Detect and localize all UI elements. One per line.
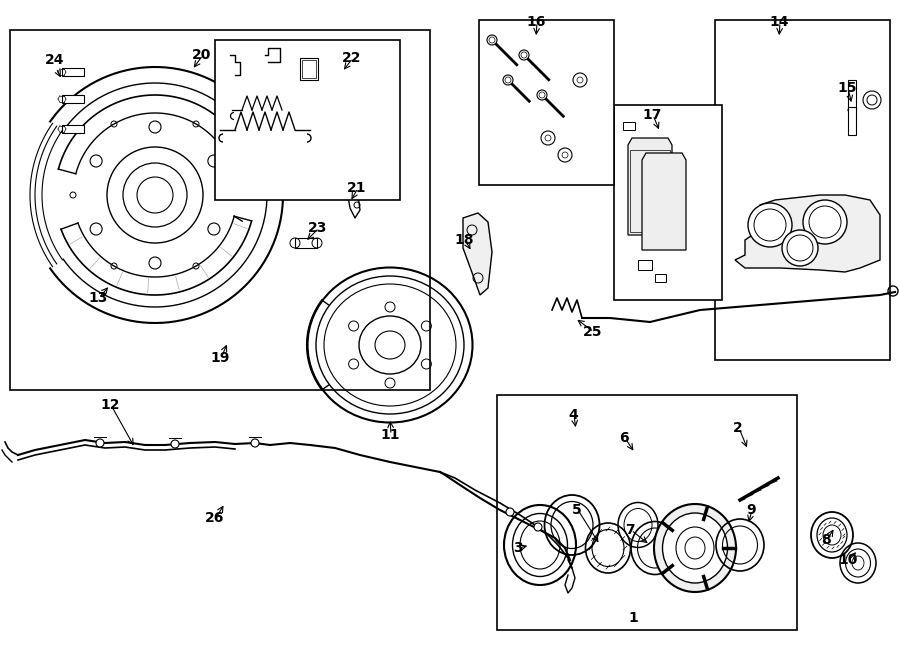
Polygon shape bbox=[628, 138, 672, 235]
Text: 8: 8 bbox=[821, 533, 831, 547]
Circle shape bbox=[96, 439, 104, 447]
Bar bbox=[638, 260, 652, 270]
Text: 6: 6 bbox=[619, 431, 629, 445]
Circle shape bbox=[506, 508, 514, 516]
Text: 11: 11 bbox=[380, 428, 400, 442]
Circle shape bbox=[503, 75, 513, 85]
Bar bbox=[300, 58, 318, 80]
Text: 1: 1 bbox=[628, 611, 638, 625]
Bar bbox=[62, 95, 84, 103]
Bar bbox=[497, 395, 797, 630]
Circle shape bbox=[748, 203, 792, 247]
Text: 17: 17 bbox=[643, 108, 662, 122]
Circle shape bbox=[782, 230, 818, 266]
Ellipse shape bbox=[654, 504, 736, 592]
Text: 3: 3 bbox=[513, 541, 523, 555]
Text: 22: 22 bbox=[342, 51, 362, 65]
Bar bbox=[338, 63, 352, 75]
Circle shape bbox=[803, 200, 847, 244]
Circle shape bbox=[537, 90, 547, 100]
Bar bbox=[295, 238, 317, 248]
Circle shape bbox=[171, 440, 179, 448]
Bar bbox=[623, 122, 635, 130]
Bar bbox=[302, 60, 316, 78]
Circle shape bbox=[251, 439, 259, 447]
Bar bbox=[479, 20, 614, 185]
Bar bbox=[715, 20, 890, 360]
Text: 10: 10 bbox=[838, 553, 858, 567]
Text: 9: 9 bbox=[746, 503, 756, 517]
Text: 19: 19 bbox=[211, 351, 230, 365]
Text: 7: 7 bbox=[626, 523, 634, 537]
Circle shape bbox=[519, 50, 529, 60]
Text: 4: 4 bbox=[568, 408, 578, 422]
Text: 18: 18 bbox=[454, 233, 473, 247]
Bar bbox=[62, 68, 84, 76]
Text: 13: 13 bbox=[88, 291, 108, 305]
Bar bbox=[215, 40, 400, 200]
Polygon shape bbox=[735, 195, 880, 272]
Text: 21: 21 bbox=[347, 181, 367, 195]
Circle shape bbox=[487, 35, 497, 45]
Text: 12: 12 bbox=[100, 398, 120, 412]
Ellipse shape bbox=[662, 513, 727, 583]
Polygon shape bbox=[642, 153, 686, 250]
Text: 15: 15 bbox=[837, 81, 857, 95]
Text: 25: 25 bbox=[583, 325, 603, 339]
Bar bbox=[848, 107, 856, 135]
Text: 16: 16 bbox=[526, 15, 545, 29]
Bar bbox=[655, 274, 666, 282]
Bar bbox=[614, 105, 722, 300]
Circle shape bbox=[534, 523, 542, 531]
Text: 24: 24 bbox=[45, 53, 65, 67]
Text: 5: 5 bbox=[572, 503, 582, 517]
Text: 14: 14 bbox=[770, 15, 788, 29]
Text: 26: 26 bbox=[205, 511, 225, 525]
Bar bbox=[848, 80, 856, 110]
Bar bbox=[10, 30, 430, 390]
Text: 23: 23 bbox=[309, 221, 328, 235]
Polygon shape bbox=[463, 213, 492, 295]
Text: 2: 2 bbox=[734, 421, 742, 435]
Text: 20: 20 bbox=[193, 48, 212, 62]
Bar bbox=[62, 125, 84, 133]
Bar bbox=[335, 60, 355, 78]
